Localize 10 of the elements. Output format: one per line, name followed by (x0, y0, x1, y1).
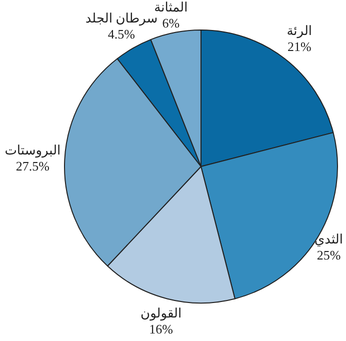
slice-label: القولون (140, 305, 182, 322)
data-label: 4.5% (108, 26, 136, 42)
data-label: 27.5% (16, 158, 50, 174)
slice-label: الرئة (286, 23, 312, 40)
data-label: 21% (287, 39, 312, 54)
data-label: 25% (316, 248, 341, 263)
data-label: 6% (162, 15, 180, 30)
slice-label: البروستات (4, 142, 61, 158)
slice-label: الثدي (314, 232, 344, 248)
data-label: 16% (149, 321, 174, 336)
